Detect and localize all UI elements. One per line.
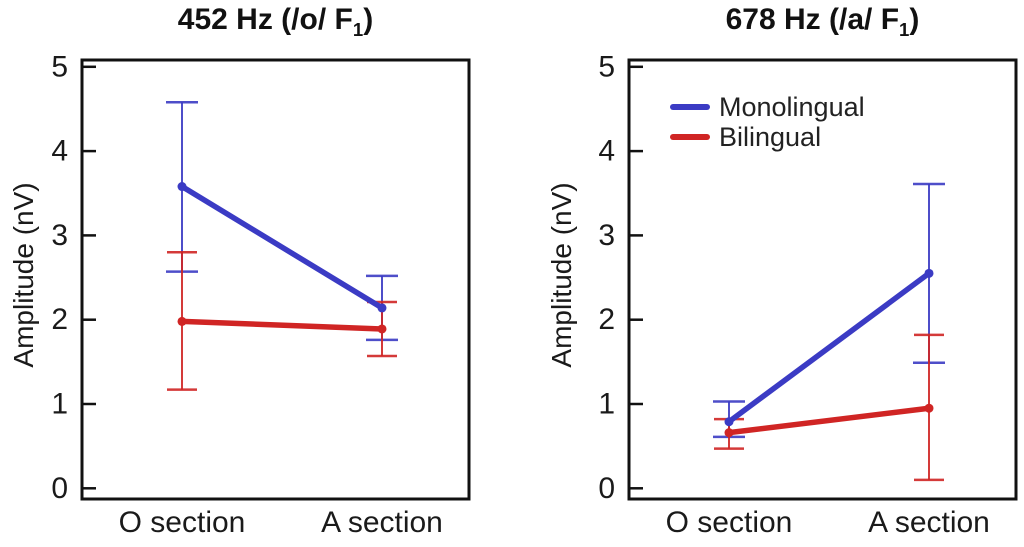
chart-title-678hz: 678 Hz (/a/ F1) (629, 0, 1016, 40)
chart-title-452hz: 452 Hz (/o/ F1) (82, 0, 469, 40)
plot-box (627, 58, 1018, 501)
chart-title-text: 452 Hz (/o/ F (177, 3, 353, 36)
bilingual-data-point (724, 428, 734, 438)
plot-area-452hz: 0 1 2 3 4 5 (51, 50, 471, 505)
chart-title-suffix: ) (363, 3, 374, 36)
chart-panel-678hz: 678 Hz (/a/ F1) Amplitude (nV) 0 1 2 3 4 5 Mon… (512, 0, 1024, 547)
bilingual-data-point (924, 403, 934, 413)
chart-title-text: 678 Hz (/a/ F (725, 3, 900, 36)
y-tick-label: 1 (51, 388, 68, 421)
x-category-label-o-section: O section (118, 506, 246, 539)
legend-label-monolingual: Monolingual (719, 92, 865, 122)
x-category-label-a-section: A section (868, 506, 990, 539)
chart-title-suffix: ) (909, 3, 920, 36)
y-tick-label: 4 (51, 135, 68, 168)
y-tick-label: 3 (51, 219, 68, 252)
bilingual-line (726, 405, 932, 436)
x-category-label-o-section: O section (665, 506, 793, 539)
monolingual-data-point (724, 417, 734, 427)
chart-title-subscript: 1 (352, 19, 364, 40)
legend-label-bilingual: Bilingual (719, 122, 821, 152)
bilingual-data-point (177, 316, 187, 326)
y-tick-label: 3 (598, 219, 615, 252)
y-tick-label: 0 (598, 472, 615, 505)
y-tick-label: 5 (51, 50, 68, 83)
y-tick-label: 1 (598, 388, 615, 421)
bilingual-data-point (377, 324, 387, 334)
monolingual-line (726, 270, 932, 425)
monolingual-line (179, 183, 385, 311)
bilingual-line (179, 318, 385, 332)
chart-title-subscript: 1 (899, 19, 910, 40)
monolingual-data-point (924, 268, 934, 278)
y-tick-label: 5 (598, 50, 615, 83)
y-tick-label: 4 (598, 135, 615, 168)
x-category-label-a-section: A section (321, 506, 443, 539)
y-tick-label: 2 (598, 303, 615, 336)
monolingual-data-point (177, 182, 187, 192)
y-tick-label: 2 (51, 303, 68, 336)
plot-box (80, 58, 471, 501)
monolingual-data-point (377, 303, 387, 313)
y-tick-label: 0 (51, 472, 68, 505)
